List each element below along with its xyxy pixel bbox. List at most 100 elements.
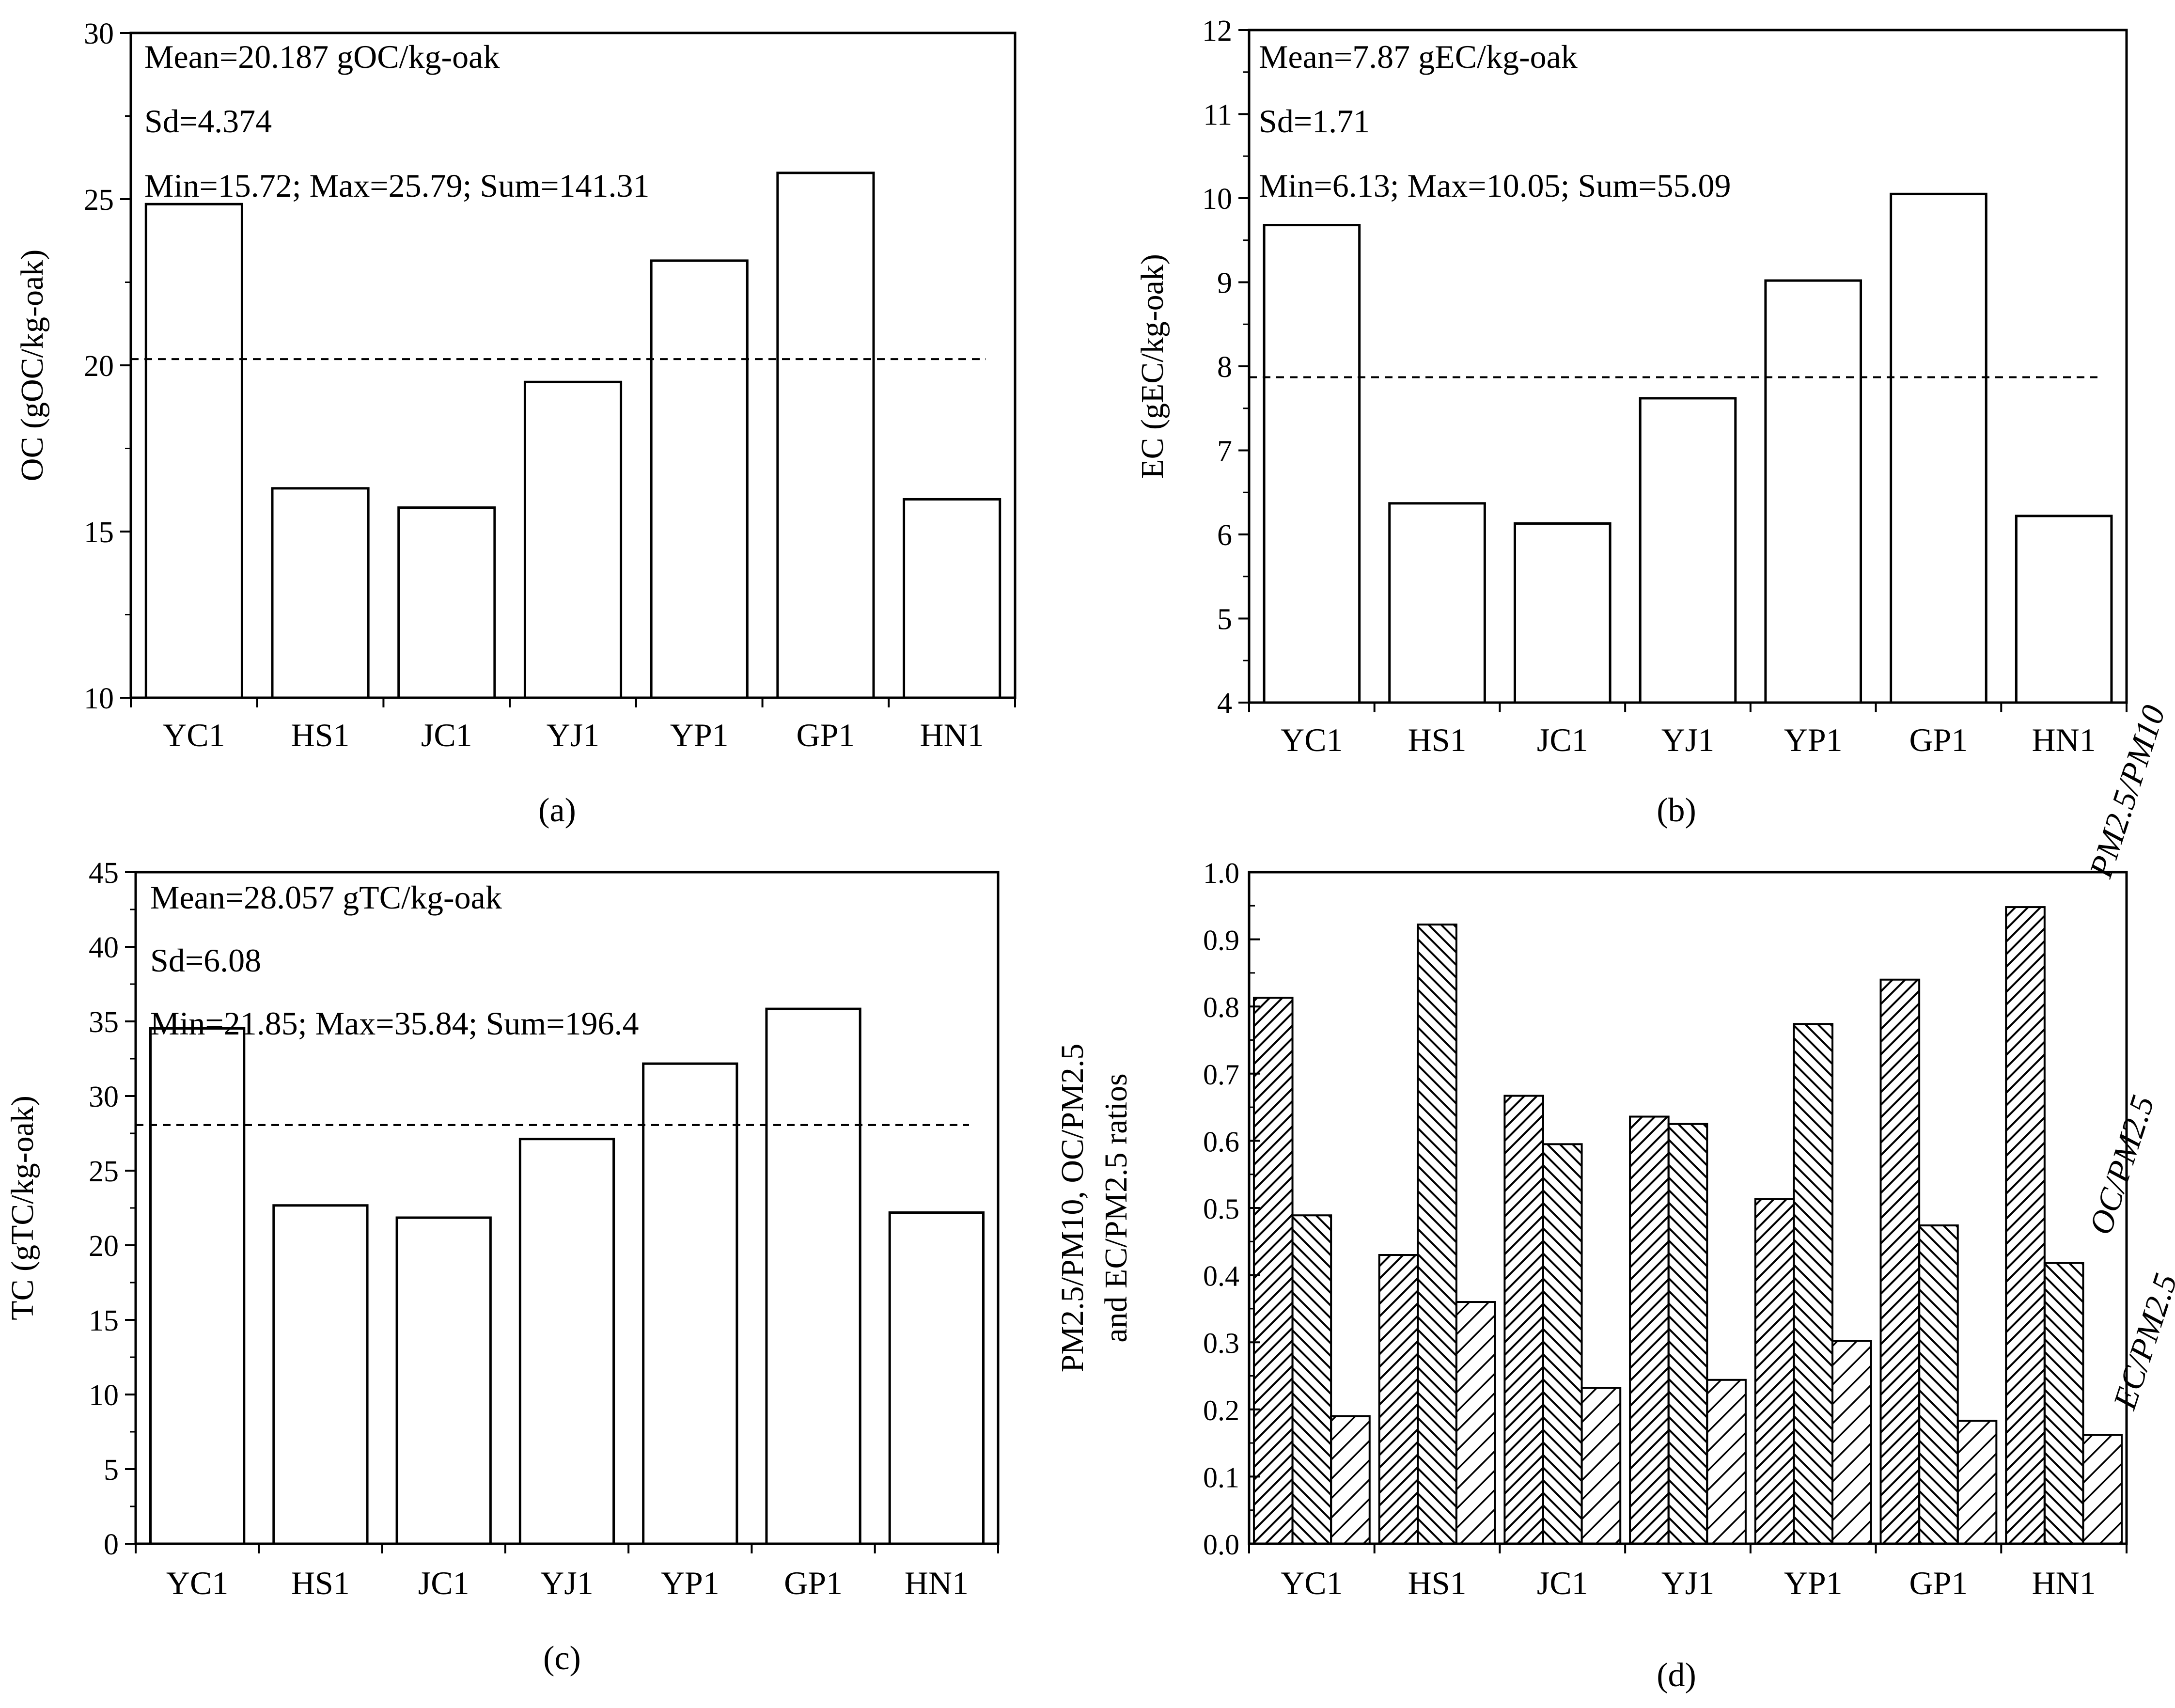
bar — [1263, 224, 1361, 704]
panel-b-ec-chart: 4 5 6 7 8 9 10 11 12 Mean=7.87 gEC/kg-oak Sd=1.71 M… — [1135, 15, 2128, 829]
series-label: EC/PM2.5 — [2106, 1269, 2175, 1414]
x-category-label: JC1 — [1537, 1565, 1588, 1601]
x-category-label: HN1 — [905, 1565, 969, 1601]
y-tick-label: 15 — [89, 1304, 119, 1337]
bar-ec-pm2-5 — [1831, 1340, 1872, 1545]
bar — [149, 1027, 246, 1545]
y-tick-label: 30 — [89, 1081, 119, 1113]
y-tick-label: 15 — [84, 516, 114, 549]
y-tick-label: 0.6 — [1203, 1126, 1239, 1158]
bar — [144, 203, 243, 699]
y-tick-label: 45 — [89, 857, 119, 890]
y-tick-label: 0.0 — [1203, 1529, 1239, 1561]
y-tick-label: 25 — [84, 184, 114, 217]
bar-ec-pm2-5 — [1330, 1415, 1371, 1545]
stats-text: Min=15.72; Max=25.79; Sum=141.31 — [144, 167, 650, 204]
bar — [765, 1007, 861, 1545]
y-tick-label: 9 — [1217, 267, 1232, 300]
y-tick-label: 5 — [104, 1454, 119, 1487]
bar — [776, 172, 875, 699]
x-category-label: JC1 — [421, 717, 472, 753]
stats-text: Min=6.13; Max=10.05; Sum=55.09 — [1259, 167, 1731, 204]
bar — [1890, 192, 1987, 704]
y-tick-label: 30 — [84, 17, 114, 50]
x-category-label: JC1 — [1537, 721, 1588, 758]
x-category-label: HN1 — [2032, 721, 2096, 758]
bar-pm2-5-pm10 — [1879, 978, 1921, 1545]
stats-text: Sd=1.71 — [1259, 103, 1370, 140]
x-category-label: GP1 — [784, 1565, 843, 1601]
y-tick-label: 0 — [104, 1528, 119, 1561]
stats-text: Mean=7.87 gEC/kg-oak — [1259, 38, 1578, 75]
x-category-label: HN1 — [2032, 1565, 2096, 1601]
bar — [395, 1216, 492, 1545]
y-tick-label: 0.5 — [1203, 1193, 1239, 1225]
y-axis-label: TC (gTC/kg-oak) — [5, 1096, 40, 1320]
stats-text: Mean=28.057 gTC/kg-oak — [150, 879, 502, 916]
y-tick-label: 6 — [1217, 519, 1232, 552]
y-tick-label: 10 — [84, 682, 114, 715]
x-category-label: YJ1 — [1661, 1565, 1715, 1601]
x-category-label: GP1 — [1909, 1565, 1968, 1601]
bar-ec-pm2-5 — [2082, 1434, 2123, 1545]
bar-pm2-5-pm10 — [1754, 1198, 1795, 1545]
bar — [650, 259, 749, 699]
x-category-label: HS1 — [1408, 721, 1467, 758]
panel-a-oc-chart: 10 15 20 25 30 Mean=20.187 gOC/kg-oak Sd=4.374… — [15, 17, 1017, 829]
y-tick-label: 11 — [1203, 99, 1232, 132]
y-tick-label: 10 — [1202, 183, 1232, 216]
bar — [1764, 279, 1862, 704]
bar-pm2-5-pm10 — [1629, 1115, 1670, 1545]
x-category-label: GP1 — [796, 717, 855, 753]
bar-oc-pm2-5 — [1291, 1214, 1332, 1545]
x-category-label: YC1 — [1281, 721, 1343, 758]
bar-oc-pm2-5 — [1793, 1023, 1834, 1545]
bar — [518, 1138, 615, 1545]
bar-pm2-5-pm10 — [1503, 1095, 1544, 1545]
y-tick-label: 10 — [89, 1379, 119, 1412]
x-category-label: HN1 — [920, 717, 984, 753]
y-tick-label: 35 — [89, 1006, 119, 1039]
bar — [1513, 522, 1612, 704]
x-category-label: YC1 — [166, 1565, 228, 1601]
y-tick-label: 12 — [1202, 15, 1232, 47]
panel-caption: (c) — [543, 1640, 581, 1677]
bar-ec-pm2-5 — [1455, 1301, 1496, 1545]
bar — [397, 506, 496, 699]
x-category-label: HS1 — [291, 717, 350, 753]
bar — [1639, 397, 1737, 704]
x-category-label: GP1 — [1909, 721, 1968, 758]
y-axis-label: EC (gEC/kg-oak) — [1135, 254, 1170, 479]
y-tick-label: 40 — [89, 931, 119, 964]
x-category-label: YP1 — [1784, 1565, 1843, 1601]
x-category-label: YP1 — [661, 1565, 720, 1601]
x-category-label: YJ1 — [1661, 721, 1715, 758]
stats-text: Sd=6.08 — [150, 942, 261, 979]
bar — [523, 380, 623, 699]
stats-text: Sd=4.374 — [144, 103, 272, 140]
y-axis-label: PM2.5/PM10, OC/PM2.5 — [1055, 1044, 1090, 1373]
bar-ec-pm2-5 — [1956, 1420, 1998, 1545]
bar-oc-pm2-5 — [1542, 1143, 1583, 1545]
bar-pm2-5-pm10 — [1378, 1254, 1419, 1545]
x-category-label: YC1 — [163, 717, 225, 753]
bar — [2015, 515, 2113, 704]
x-category-label: HS1 — [291, 1565, 350, 1601]
x-category-label: YP1 — [670, 717, 729, 753]
y-tick-label: 0.4 — [1203, 1260, 1239, 1292]
panel-caption: (b) — [1657, 792, 1696, 829]
y-tick-label: 0.7 — [1203, 1059, 1239, 1091]
bar — [271, 487, 370, 699]
y-tick-label: 5 — [1217, 603, 1232, 636]
bar-pm2-5-pm10 — [1252, 997, 1294, 1545]
bar-oc-pm2-5 — [1417, 924, 1457, 1545]
bar — [1388, 502, 1486, 704]
y-tick-label: 8 — [1217, 351, 1232, 384]
stats-text: Min=21.85; Max=35.84; Sum=196.4 — [150, 1005, 639, 1042]
y-tick-label: 0.3 — [1203, 1327, 1239, 1359]
panel-d-ratio-chart: 0.0 0.1 0.2 0.3 0.4 0.5 0.6 0.7 0.8 0.9 1.0 PM2.5/P… — [1055, 701, 2175, 1694]
y-tick-label: 1.0 — [1203, 857, 1239, 889]
y-tick-label: 0.8 — [1203, 991, 1239, 1023]
bar-ec-pm2-5 — [1580, 1387, 1622, 1545]
